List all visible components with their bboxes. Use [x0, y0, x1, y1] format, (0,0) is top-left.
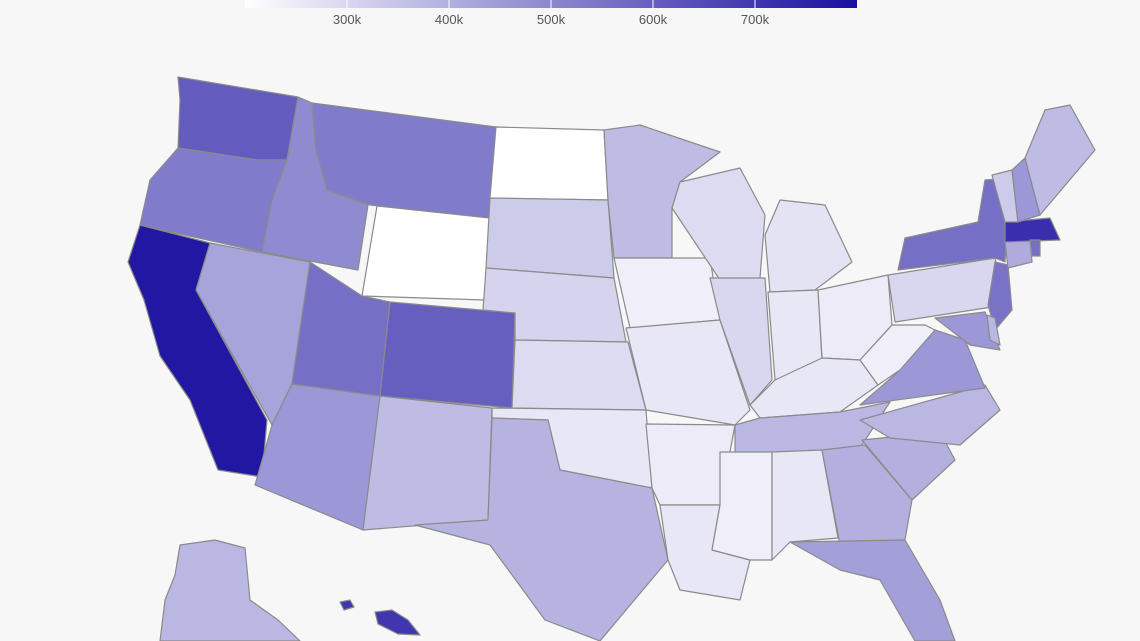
state-hawaii-west[interactable]: [339, 599, 355, 611]
state-michigan[interactable]: [764, 199, 853, 293]
state-alaska[interactable]: [159, 539, 301, 641]
state-mississippi[interactable]: [711, 451, 773, 561]
state-wyoming[interactable]: [361, 205, 491, 301]
state-new-jersey[interactable]: [987, 261, 1013, 331]
legend-tick-label: 400k: [435, 12, 464, 27]
state-missouri[interactable]: [625, 319, 751, 426]
state-massachusetts[interactable]: [1004, 217, 1061, 243]
legend-tick-label: 500k: [537, 12, 566, 27]
legend-tick-label: 300k: [333, 12, 362, 27]
state-north-dakota[interactable]: [489, 126, 609, 201]
state-new-mexico[interactable]: [362, 395, 493, 531]
state-new-york[interactable]: [897, 177, 1011, 271]
color-scale-legend: 300k 400k 500k 600k 700k: [245, 0, 857, 27]
state-florida[interactable]: [789, 539, 956, 641]
state-alabama[interactable]: [771, 449, 839, 561]
state-delaware[interactable]: [986, 314, 1001, 346]
state-washington[interactable]: [177, 76, 299, 161]
state-maine[interactable]: [1024, 104, 1096, 216]
state-iowa[interactable]: [613, 257, 721, 329]
state-colorado[interactable]: [379, 301, 516, 409]
legend-tick-label: 700k: [741, 12, 770, 27]
state-rhode-island[interactable]: [1029, 239, 1041, 257]
state-south-dakota[interactable]: [485, 197, 615, 279]
state-georgia[interactable]: [821, 444, 913, 546]
state-west-virginia[interactable]: [859, 324, 936, 386]
state-texas[interactable]: [414, 417, 669, 641]
legend-tick-label: 600k: [639, 12, 668, 27]
state-kansas[interactable]: [511, 339, 647, 411]
state-connecticut[interactable]: [1004, 237, 1033, 269]
state-illinois[interactable]: [709, 277, 773, 406]
state-hawaii[interactable]: [374, 609, 421, 636]
state-maryland[interactable]: [934, 311, 1001, 351]
state-virginia[interactable]: [859, 329, 986, 406]
state-arizona[interactable]: [254, 383, 381, 531]
